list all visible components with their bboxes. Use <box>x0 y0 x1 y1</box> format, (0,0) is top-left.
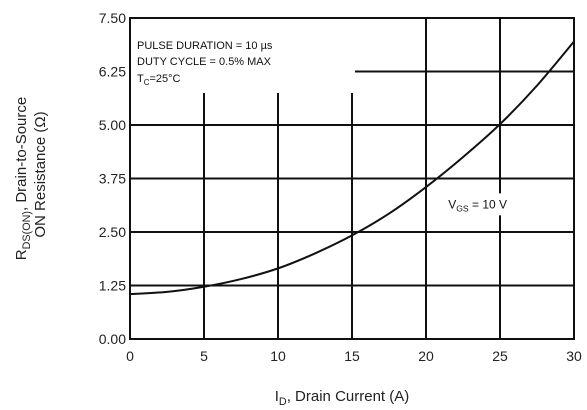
series-label-rest: = 10 V <box>469 197 507 211</box>
x-tick-label-2: 10 <box>270 348 286 364</box>
y-tick-label-5: 6.25 <box>99 64 126 80</box>
y-tick-labels: 0.00 1.25 2.50 3.75 5.00 6.25 7.50 <box>99 10 126 347</box>
curve-label-group: VGS = 10 V <box>444 193 523 216</box>
x-axis-label-sub: D <box>279 396 287 408</box>
x-axis-label-main: I <box>275 388 279 405</box>
y-tick-label-1: 1.25 <box>99 278 126 294</box>
y-tick-label-6: 7.50 <box>99 10 126 26</box>
x-axis-label: ID, Drain Current (A) <box>275 388 410 408</box>
x-tick-label-4: 20 <box>418 348 434 364</box>
x-tick-label-6: 30 <box>566 348 582 364</box>
annotation-tc-rest: =25°C <box>149 73 180 85</box>
annotation-box: PULSE DURATION = 10 µs DUTY CYCLE = 0.5%… <box>131 19 355 93</box>
y-tick-label-4: 5.00 <box>99 117 126 133</box>
x-tick-label-0: 0 <box>126 348 134 364</box>
x-tick-labels: 0 5 10 15 20 25 30 <box>126 348 582 364</box>
annotation-duty-cycle: DUTY CYCLE = 0.5% MAX <box>137 56 272 68</box>
y-axis-label-line2: ON Resistance (Ω) <box>32 111 49 237</box>
series-label-vgs: VGS = 10 V <box>448 197 507 213</box>
x-tick-label-5: 25 <box>492 348 508 364</box>
annotation-background <box>131 19 355 93</box>
y-axis-label-line1: RDS(ON), Drain-to-Source <box>13 97 33 260</box>
y-axis-label-rest: , Drain-to-Source <box>13 97 30 211</box>
plot-frame <box>129 17 575 340</box>
curve-label-background <box>444 193 523 216</box>
y-tick-label-3: 3.75 <box>99 171 126 187</box>
annotation-case-temperature: TC=25°C <box>137 73 181 87</box>
series-layer <box>129 40 575 296</box>
series-label-sub: GS <box>456 203 469 213</box>
x-tick-label-1: 5 <box>200 348 208 364</box>
series-label-main: V <box>448 197 456 211</box>
series-line-0 <box>129 40 575 296</box>
y-axis-label-sub: DS(ON) <box>21 211 33 249</box>
y-axis-label: RDS(ON), Drain-to-Source ON Resistance (… <box>13 97 49 260</box>
y-axis-label-main: R <box>13 249 30 260</box>
x-axis-label-rest: , Drain Current (A) <box>287 388 410 405</box>
x-tick-label-3: 15 <box>344 348 360 364</box>
y-tick-label-0: 0.00 <box>99 331 126 347</box>
y-tick-label-2: 2.50 <box>99 224 126 240</box>
annotation-tc-sub: C <box>144 78 150 87</box>
annotation-tc-main: T <box>137 73 144 85</box>
annotation-pulse-duration: PULSE DURATION = 10 µs <box>137 40 273 52</box>
